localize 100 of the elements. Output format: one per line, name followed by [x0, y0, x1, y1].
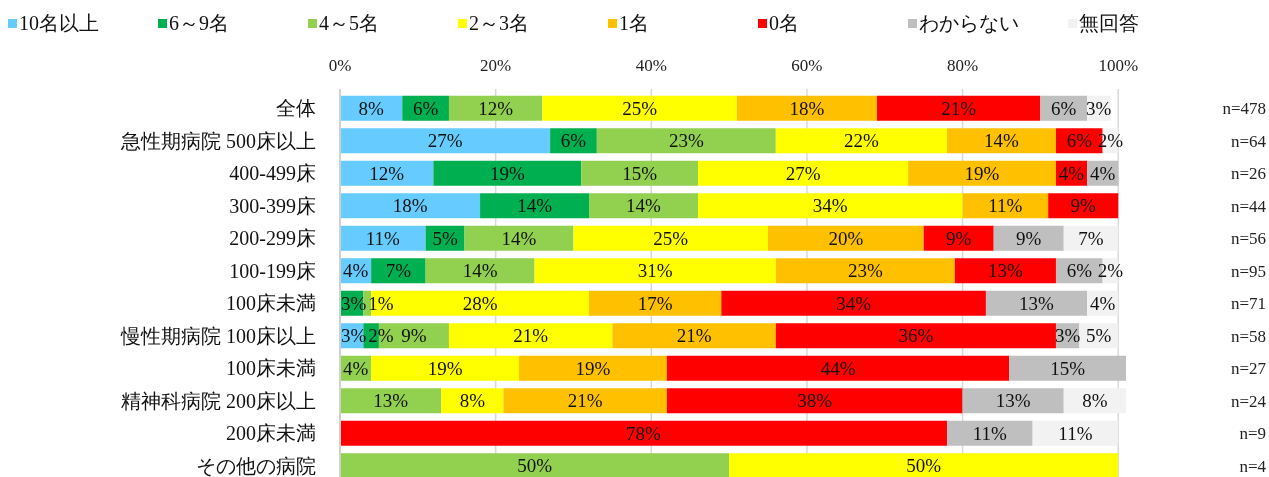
data-label: 2%: [1097, 260, 1124, 282]
data-label: 1%: [368, 292, 394, 314]
data-label: 78%: [626, 422, 662, 444]
data-label: 4%: [342, 260, 369, 282]
data-label: 14%: [984, 130, 1020, 152]
data-label: 13%: [987, 260, 1023, 282]
bar: [954, 258, 1056, 284]
bar: [464, 225, 574, 251]
data-label: 31%: [637, 260, 673, 282]
text: n=95: [1230, 261, 1266, 281]
x-tick-label: 60%: [791, 56, 823, 75]
x-tick-label: 20%: [480, 56, 512, 75]
legend-label: 2～3名: [469, 12, 529, 34]
text: n=9: [1239, 424, 1266, 444]
data-label: 13%: [373, 390, 409, 412]
text: n=44: [1230, 196, 1267, 216]
data-label: 21%: [676, 325, 712, 347]
data-label: 19%: [489, 162, 525, 184]
bar: [947, 128, 1056, 154]
text: n=64: [1230, 131, 1267, 151]
data-label: 15%: [622, 162, 658, 184]
data-label: 9%: [946, 227, 972, 249]
bar: [371, 355, 519, 381]
y-tick-label: 400-499床: [229, 162, 316, 185]
text: n=24: [1230, 391, 1267, 411]
data-label: 14%: [462, 260, 498, 282]
bar: [573, 225, 769, 251]
data-label: 27%: [427, 130, 463, 152]
data-label: 34%: [836, 292, 872, 314]
bar: [1048, 193, 1119, 219]
bar: [371, 258, 426, 284]
bar: [721, 290, 986, 316]
bar: [596, 128, 776, 154]
bar: [448, 323, 613, 349]
x-tick-label: 40%: [635, 56, 667, 75]
bar: [448, 95, 543, 121]
data-label: 36%: [898, 325, 934, 347]
legend-label: 6～9名: [169, 12, 229, 34]
data-label: 7%: [385, 260, 412, 282]
bar: [480, 193, 590, 219]
bar: [589, 193, 698, 219]
data-label: 27%: [785, 162, 821, 184]
bar: [589, 290, 722, 316]
data-label: 21%: [941, 97, 977, 119]
bar: [697, 193, 963, 219]
data-label: 6%: [1066, 260, 1093, 282]
data-label: 19%: [427, 357, 463, 379]
y-tick-label: 300-399床: [229, 194, 316, 217]
bar: [433, 160, 582, 186]
bar: [542, 95, 737, 121]
bar: [947, 420, 1033, 446]
text: n=27: [1230, 359, 1267, 379]
y-tick-label: 200床未満: [226, 422, 316, 445]
bar: [697, 160, 909, 186]
data-label: 4%: [1058, 162, 1085, 184]
bar: [534, 258, 776, 284]
data-label: 14%: [501, 227, 537, 249]
data-label: 11%: [972, 422, 1008, 444]
data-label: 6%: [1051, 97, 1077, 119]
data-label: 12%: [478, 97, 514, 119]
data-label: 9%: [1070, 195, 1097, 217]
data-label: 11%: [365, 227, 401, 249]
data-label: 9%: [1016, 227, 1042, 249]
data-label: 21%: [513, 325, 549, 347]
y-tick-label: 急性期病院 500床以上: [120, 129, 316, 152]
data-label: 23%: [668, 130, 704, 152]
bar: [768, 225, 924, 251]
data-label: 13%: [1019, 292, 1055, 314]
data-label: 4%: [1089, 162, 1116, 184]
bar: [993, 225, 1064, 251]
y-tick-label: 精神科病院 200床以上: [121, 389, 316, 412]
data-label: 14%: [517, 195, 553, 217]
y-tick-label: 慢性期病院 100床以上: [120, 324, 316, 347]
bar: [340, 225, 426, 251]
data-label: 38%: [797, 390, 833, 412]
data-label: 50%: [517, 455, 553, 477]
data-label: 20%: [828, 227, 864, 249]
data-label: 28%: [462, 292, 498, 314]
bar: [775, 128, 948, 154]
data-label: 12%: [369, 162, 405, 184]
text: n=26: [1230, 164, 1266, 184]
data-label: 44%: [820, 357, 856, 379]
bar: [775, 258, 955, 284]
data-label: 7%: [1078, 227, 1104, 249]
data-label: 4%: [1089, 292, 1116, 314]
data-label: 15%: [1050, 357, 1086, 379]
x-tick-label: 100%: [1098, 56, 1139, 75]
x-tick-label: 0%: [328, 56, 352, 75]
bar: [908, 160, 1056, 186]
bar: [425, 258, 535, 284]
text: n=71: [1230, 294, 1266, 314]
bar: [985, 290, 1088, 316]
x-tick-label: 80%: [946, 56, 979, 75]
data-label: 21%: [567, 390, 603, 412]
bar: [666, 355, 1010, 381]
bar: [581, 160, 698, 186]
data-label: 23%: [847, 260, 883, 282]
legend-label: 4～5名: [319, 12, 379, 34]
bar: [518, 355, 667, 381]
data-label: 5%: [432, 227, 458, 249]
